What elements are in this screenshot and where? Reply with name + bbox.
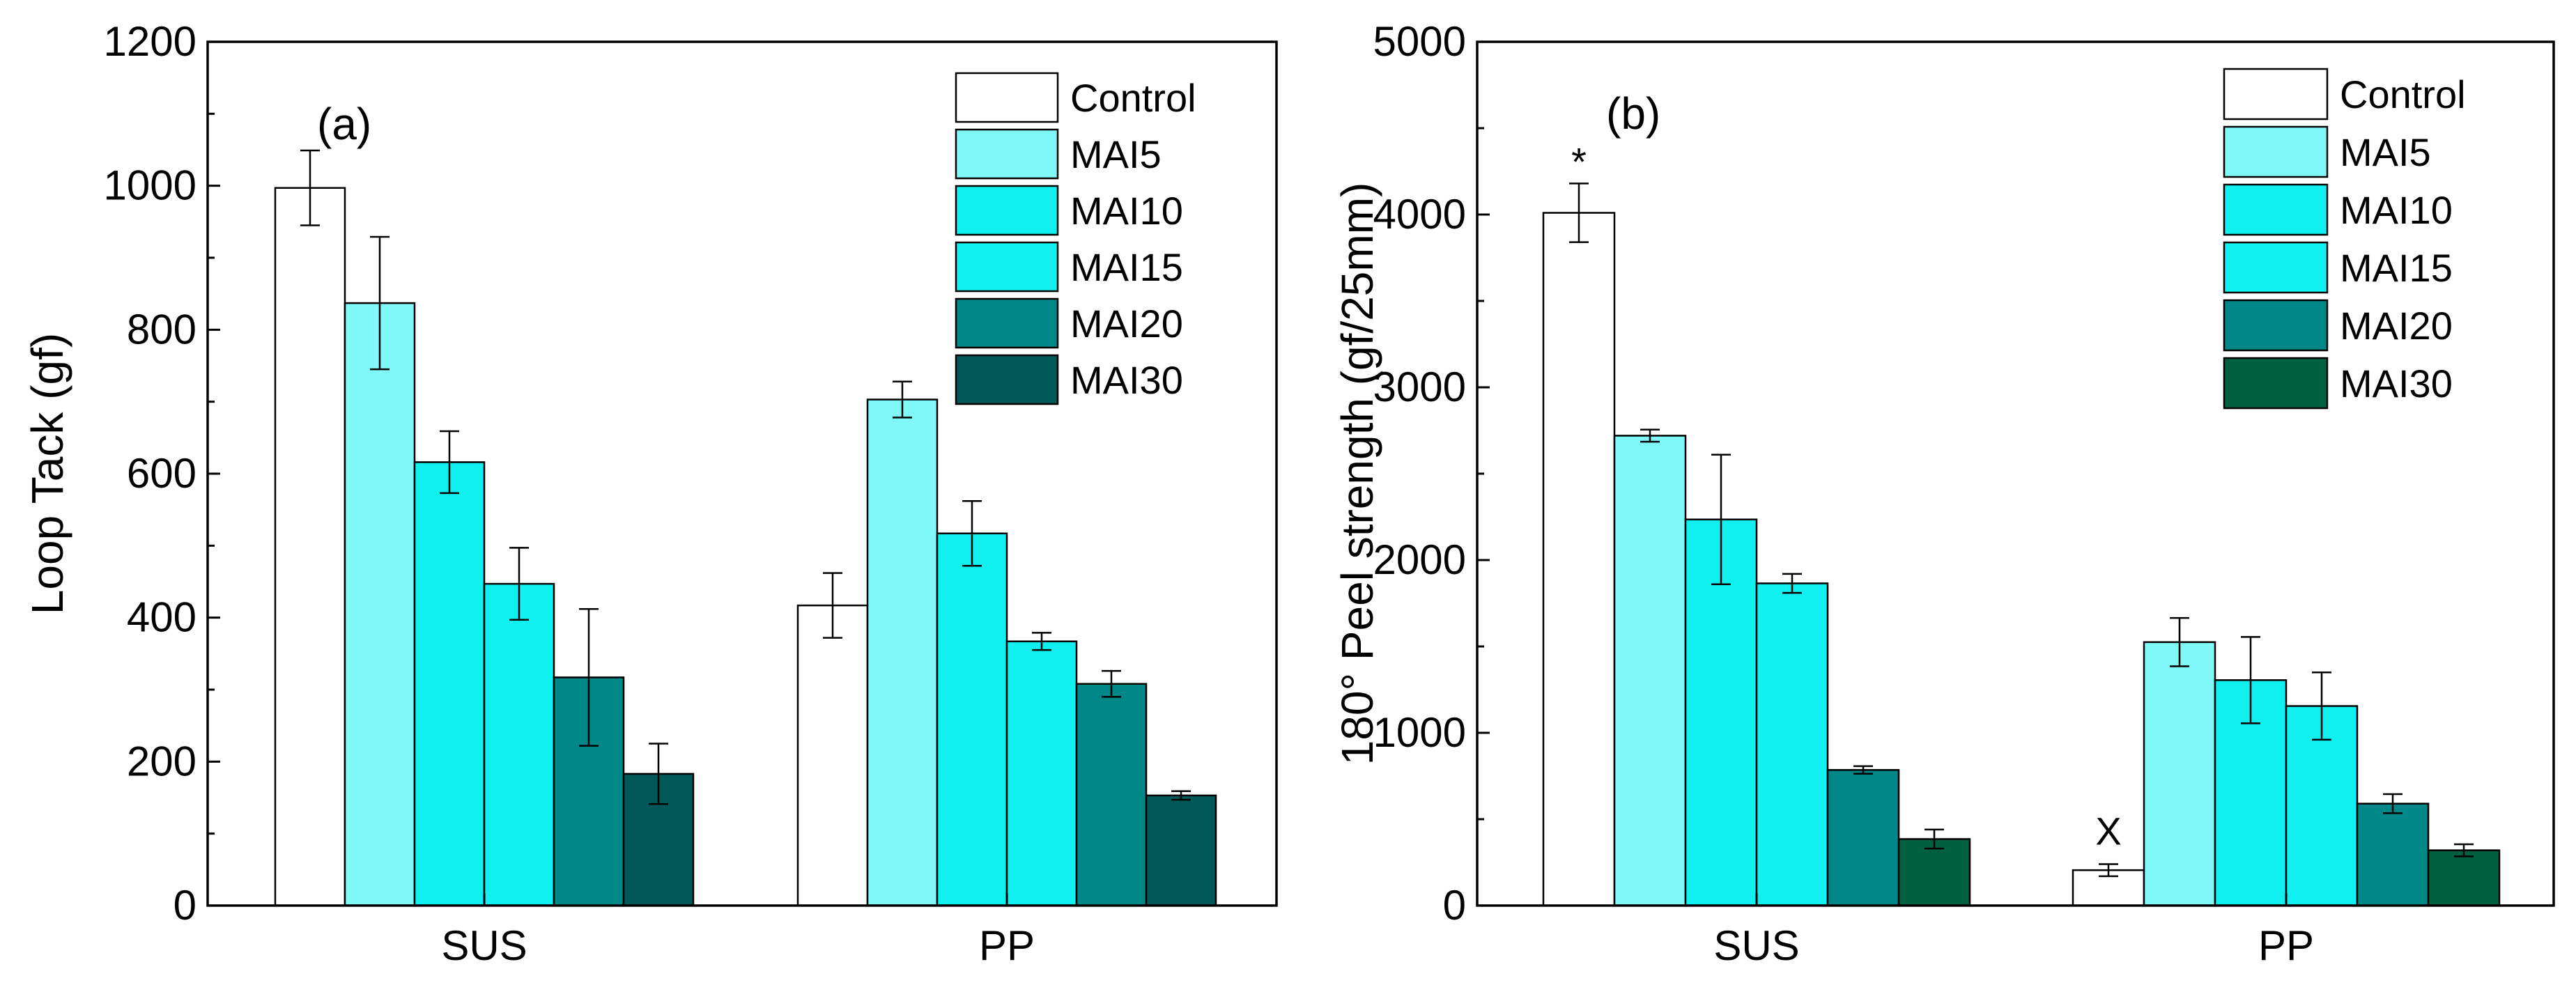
annotation-sus-asterisk: * [1571,139,1587,183]
legend-label-control: Control [2340,72,2466,116]
legend-swatch-mai20 [2223,299,2329,352]
panel-label: (a) [317,99,371,149]
bar-sus-mai20 [1826,769,1900,907]
bar-pp-mai15 [1005,640,1078,907]
legend-label-mai30: MAI30 [2340,362,2453,405]
y-axis-title: 180° Peel strength (gf/25mm) [1332,183,1382,766]
panel-label: (b) [1606,88,1660,139]
legend-swatch-control [955,72,1059,123]
legend-label-mai15: MAI15 [1070,245,1183,289]
x-tick-label-sus: SUS [1713,922,1799,969]
legend-label-mai10: MAI10 [2340,188,2453,232]
y-tick-label: 0 [1443,882,1466,929]
bar-pp-mai10 [936,532,1008,907]
y-tick-label: 1000 [104,162,196,209]
x-tick-label-sus: SUS [441,922,527,969]
bar-pp-mai5 [2143,641,2216,907]
bar-sus-mai15 [1755,582,1829,907]
bar-pp-mai30 [1145,794,1217,907]
bar-pp-mai5 [866,398,939,907]
legend-swatch-mai15 [2223,241,2329,294]
y-tick-label: 800 [127,306,196,352]
bar-pp-control [796,604,869,907]
panel-a: 0 200 400 600 800 1000 1200 SUS PP Loop Tack (gf)… [22,18,1278,969]
legend-label-mai30: MAI30 [1070,358,1183,402]
legend-swatch-mai15 [955,241,1059,293]
legend-label-mai5: MAI5 [1070,132,1162,176]
legend-swatch-mai30 [2223,357,2329,410]
y-tick-label: 400 [127,594,196,641]
bar-pp-mai30 [2427,849,2501,907]
bar-pp-mai20 [2356,802,2430,907]
legend-swatch-mai10 [955,185,1059,236]
bar-sus-mai10 [413,461,486,907]
legend-label-control: Control [1070,76,1196,120]
y-tick-label: 1000 [1373,709,1466,756]
y-axis-title: Loop Tack (gf) [22,333,72,614]
panel-b: * X 0 1000 2000 3000 4000 5000 SUS PP 180° Peel st… [1332,18,2555,969]
legend-swatch-mai10 [2223,183,2329,236]
legend-swatch-mai30 [955,354,1059,405]
y-tick-label: 1200 [104,18,196,65]
bar-sus-mai5 [344,302,416,907]
bar-sus-control [1542,212,1616,907]
y-tick-label: 0 [173,882,196,929]
legend-label-mai20: MAI20 [2340,304,2453,348]
y-tick-label: 600 [127,450,196,497]
legend-label-mai10: MAI10 [1070,189,1183,233]
annotation-pp-x: X [2095,809,2121,853]
bar-sus-mai5 [1613,435,1687,907]
legend-swatch-control [2223,68,2329,121]
bar-sus-control [274,187,346,907]
bar-sus-mai15 [483,582,555,907]
y-tick-label: 4000 [1373,191,1466,238]
y-tick-label: 3000 [1373,364,1466,410]
y-tick-label: 200 [127,738,196,784]
x-tick-label-pp: PP [2258,922,2314,969]
legend-swatch-mai5 [955,128,1059,180]
y-tick-label: 5000 [1373,18,1466,65]
y-tick-label: 2000 [1373,536,1466,583]
legend-label-mai5: MAI5 [2340,130,2431,174]
legend-label-mai20: MAI20 [1070,302,1183,346]
bar-pp-mai20 [1075,683,1148,907]
x-tick-label-pp: PP [979,922,1035,969]
legend-swatch-mai5 [2223,125,2329,178]
legend-label-mai15: MAI15 [2340,246,2453,290]
legend-swatch-mai20 [955,297,1059,349]
